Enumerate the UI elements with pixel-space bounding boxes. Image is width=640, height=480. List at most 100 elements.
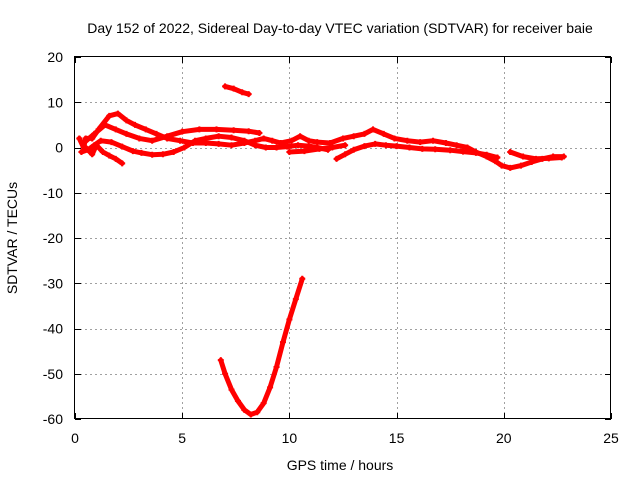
data-point <box>286 149 293 156</box>
x-tick-label: 10 <box>282 430 298 446</box>
data-point <box>112 126 119 133</box>
data-point <box>119 160 126 167</box>
data-point <box>391 135 398 142</box>
data-point <box>114 110 121 117</box>
data-point <box>241 406 248 413</box>
data-point <box>241 137 248 144</box>
y-tick-label: -40 <box>43 321 63 337</box>
data-point <box>520 153 527 160</box>
data-point <box>149 151 156 158</box>
data-point <box>217 357 224 364</box>
data-point <box>286 316 293 323</box>
data-point <box>123 117 130 124</box>
data-point <box>76 135 83 142</box>
data-point <box>234 397 241 404</box>
data-point <box>239 89 246 96</box>
series-layer <box>76 83 567 418</box>
data-point <box>460 148 467 155</box>
data-point <box>181 144 188 151</box>
data-point <box>196 126 203 133</box>
data-point <box>483 151 490 158</box>
data-point <box>247 411 254 418</box>
x-tick-label: 0 <box>71 430 79 446</box>
data-point <box>138 149 145 156</box>
data-point <box>333 155 340 162</box>
data-point <box>222 370 229 377</box>
data-point <box>228 142 235 149</box>
data-point <box>361 130 368 137</box>
y-tick-label: 10 <box>47 94 63 110</box>
y-tick-label: -30 <box>43 275 63 291</box>
x-tick-label: 15 <box>389 430 405 446</box>
data-point <box>230 85 237 92</box>
data-point <box>215 140 222 147</box>
data-point <box>222 83 229 90</box>
data-point <box>372 140 379 147</box>
data-point <box>149 137 156 144</box>
data-point <box>316 145 323 152</box>
data-point <box>80 139 87 146</box>
data-point <box>179 128 186 135</box>
series-trace-f <box>334 141 500 162</box>
data-point <box>517 162 524 169</box>
data-point <box>292 296 299 303</box>
data-point <box>245 128 252 135</box>
data-point <box>299 275 306 282</box>
data-point <box>119 143 126 150</box>
data-point <box>108 139 115 146</box>
data-point <box>78 149 85 156</box>
series-trace-i <box>218 276 305 417</box>
data-point <box>370 126 377 133</box>
data-point <box>472 149 479 156</box>
data-point <box>132 121 139 128</box>
data-point <box>294 142 301 149</box>
data-point <box>256 130 263 137</box>
data-point <box>82 144 89 151</box>
data-point <box>350 146 357 153</box>
data-point <box>382 142 389 149</box>
data-point <box>545 155 552 162</box>
data-point <box>329 144 336 151</box>
data-point <box>342 151 349 158</box>
data-point <box>340 135 346 142</box>
data-point <box>494 154 501 161</box>
data-point <box>91 130 98 137</box>
data-point <box>380 130 387 137</box>
data-point <box>230 127 237 134</box>
data-point <box>177 137 184 144</box>
data-point <box>314 139 321 146</box>
data-point <box>112 155 119 162</box>
data-point <box>142 126 149 133</box>
data-point <box>284 143 291 150</box>
data-point <box>129 148 136 155</box>
data-point <box>102 121 109 128</box>
data-point <box>267 384 274 391</box>
data-point <box>305 137 312 144</box>
data-point <box>464 144 471 151</box>
data-point <box>507 164 514 171</box>
chart-title: Day 152 of 2022, Sidereal Day-to-day VTE… <box>87 20 593 36</box>
data-point <box>430 137 437 144</box>
data-point <box>419 145 426 152</box>
data-point <box>269 137 276 144</box>
ticks: 0 5 10 15 20 25 -60 -50 -40 -30 -20 -10 0 10 20 <box>43 49 619 446</box>
data-point <box>350 133 357 140</box>
plot-frame <box>74 56 611 419</box>
data-point <box>301 148 308 155</box>
data-point <box>507 149 514 156</box>
x-axis-title: GPS time / hours <box>287 457 394 473</box>
data-point <box>215 133 222 140</box>
series-trace-h <box>222 83 252 97</box>
y-tick-label: -20 <box>43 230 63 246</box>
data-point <box>288 137 295 144</box>
data-point <box>106 152 113 159</box>
data-point <box>93 142 100 149</box>
data-point <box>89 151 96 158</box>
data-point <box>228 386 235 393</box>
y-tick-label: -10 <box>43 185 63 201</box>
data-point <box>99 149 106 156</box>
data-point <box>106 112 113 119</box>
y-tick-label: 0 <box>55 140 63 156</box>
data-point <box>432 146 439 153</box>
